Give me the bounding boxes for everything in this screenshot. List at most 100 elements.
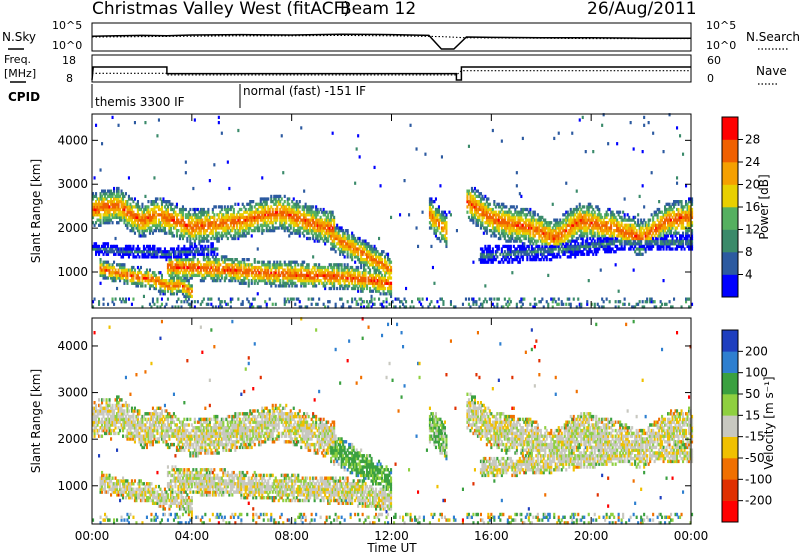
heatmap-cell bbox=[291, 265, 294, 270]
heatmap-cell bbox=[520, 300, 523, 304]
heatmap-cell bbox=[479, 221, 482, 225]
heatmap-cell bbox=[136, 205, 139, 209]
heatmap-cell bbox=[192, 223, 195, 227]
heatmap-cell bbox=[518, 226, 521, 230]
heatmap-cell bbox=[156, 197, 159, 201]
heatmap-cell bbox=[403, 179, 406, 183]
heatmap-cell bbox=[199, 244, 202, 249]
heatmap-cell bbox=[328, 218, 331, 222]
heatmap-cell bbox=[327, 268, 330, 272]
heatmap-cell bbox=[509, 255, 512, 259]
heatmap-cell bbox=[253, 268, 256, 272]
heatmap-cell bbox=[264, 202, 267, 206]
heatmap-cell bbox=[273, 226, 276, 230]
heatmap-cell bbox=[286, 210, 289, 214]
heatmap-cell bbox=[518, 218, 521, 222]
heatmap-cell bbox=[541, 231, 544, 235]
heatmap-cell bbox=[476, 218, 479, 222]
heatmap-cell bbox=[327, 231, 330, 235]
heatmap-cell bbox=[283, 210, 286, 214]
heatmap-cell bbox=[433, 281, 436, 285]
heatmap-cell bbox=[276, 226, 279, 230]
heatmap-cell bbox=[577, 297, 580, 301]
heatmap-cell bbox=[148, 231, 151, 235]
heatmap-cell bbox=[372, 263, 375, 267]
date-label: 26/Aug/2011 bbox=[587, 0, 697, 19]
heatmap-cell bbox=[288, 207, 291, 212]
heatmap-cell bbox=[325, 236, 328, 241]
heatmap-cell bbox=[126, 276, 129, 280]
heatmap-cell bbox=[241, 234, 244, 238]
heatmap-cell bbox=[249, 218, 252, 222]
heatmap-cell bbox=[309, 236, 312, 241]
heatmap-cell bbox=[322, 273, 325, 278]
heatmap-cell bbox=[442, 234, 445, 238]
heatmap-cell bbox=[431, 200, 434, 204]
heatmap-cell bbox=[217, 260, 220, 264]
heatmap-cell bbox=[343, 265, 346, 270]
heatmap-cell bbox=[352, 286, 355, 291]
heatmap-cell bbox=[358, 281, 361, 285]
heatmap-cell bbox=[228, 226, 231, 230]
heatmap-cell bbox=[354, 236, 357, 241]
heatmap-cell bbox=[111, 192, 114, 196]
heatmap-cell bbox=[108, 271, 111, 275]
heatmap-cell bbox=[147, 279, 150, 283]
heatmap-cell bbox=[505, 229, 508, 233]
heatmap-cell bbox=[346, 244, 349, 249]
heatmap-cell bbox=[472, 302, 475, 306]
heatmap-cell bbox=[145, 229, 148, 233]
heatmap-cell bbox=[117, 271, 120, 275]
heatmap-cell bbox=[319, 207, 322, 212]
heatmap-cell bbox=[247, 231, 250, 235]
heatmap-cell bbox=[526, 252, 529, 256]
heatmap-cell bbox=[166, 252, 169, 256]
heatmap-cell bbox=[554, 255, 557, 259]
heatmap-cell bbox=[577, 207, 580, 212]
heatmap-cell bbox=[518, 213, 521, 217]
heatmap-cell bbox=[262, 213, 265, 217]
heatmap-cell bbox=[529, 218, 532, 222]
heatmap-cell bbox=[569, 213, 572, 217]
heatmap-cell bbox=[208, 271, 211, 275]
heatmap-cell bbox=[156, 247, 159, 251]
heatmap-cell bbox=[487, 252, 490, 256]
heatmap-cell bbox=[274, 218, 277, 222]
heatmap-cell bbox=[493, 200, 496, 204]
heatmap-cell bbox=[467, 297, 470, 301]
heatmap-cell bbox=[476, 189, 479, 193]
heatmap-cell bbox=[229, 258, 232, 262]
heatmap-cell bbox=[277, 194, 280, 199]
heatmap-cell bbox=[192, 236, 195, 241]
heatmap-cell bbox=[98, 207, 101, 212]
heatmap-cell bbox=[321, 273, 324, 278]
heatmap-cell bbox=[169, 255, 172, 259]
heatmap-cell bbox=[175, 281, 178, 285]
heatmap-cell bbox=[554, 239, 557, 243]
heatmap-cell bbox=[318, 229, 321, 233]
heatmap-cell bbox=[592, 231, 595, 235]
heatmap-cell bbox=[92, 207, 95, 212]
heatmap-cell bbox=[378, 260, 381, 264]
heatmap-cell bbox=[291, 200, 294, 204]
heatmap-cell bbox=[288, 263, 291, 267]
heatmap-cell bbox=[301, 205, 304, 209]
heatmap-cell bbox=[132, 210, 135, 214]
heatmap-cell bbox=[181, 258, 184, 262]
heatmap-cell bbox=[216, 258, 219, 262]
heatmap-cell bbox=[517, 215, 520, 220]
heatmap-cell bbox=[545, 234, 548, 238]
heatmap-cell bbox=[370, 258, 373, 262]
heatmap-cell bbox=[141, 252, 144, 256]
heatmap-cell bbox=[175, 271, 178, 275]
heatmap-cell bbox=[388, 286, 391, 291]
heatmap-cell bbox=[229, 213, 232, 217]
heatmap-cell bbox=[271, 210, 274, 214]
heatmap-cell bbox=[159, 284, 162, 288]
heatmap-cell bbox=[361, 242, 364, 246]
heatmap-cell bbox=[387, 276, 390, 280]
heatmap-cell bbox=[231, 236, 234, 241]
heatmap-cell bbox=[150, 218, 153, 222]
heatmap-cell bbox=[122, 197, 125, 201]
heatmap-cell bbox=[354, 281, 357, 285]
